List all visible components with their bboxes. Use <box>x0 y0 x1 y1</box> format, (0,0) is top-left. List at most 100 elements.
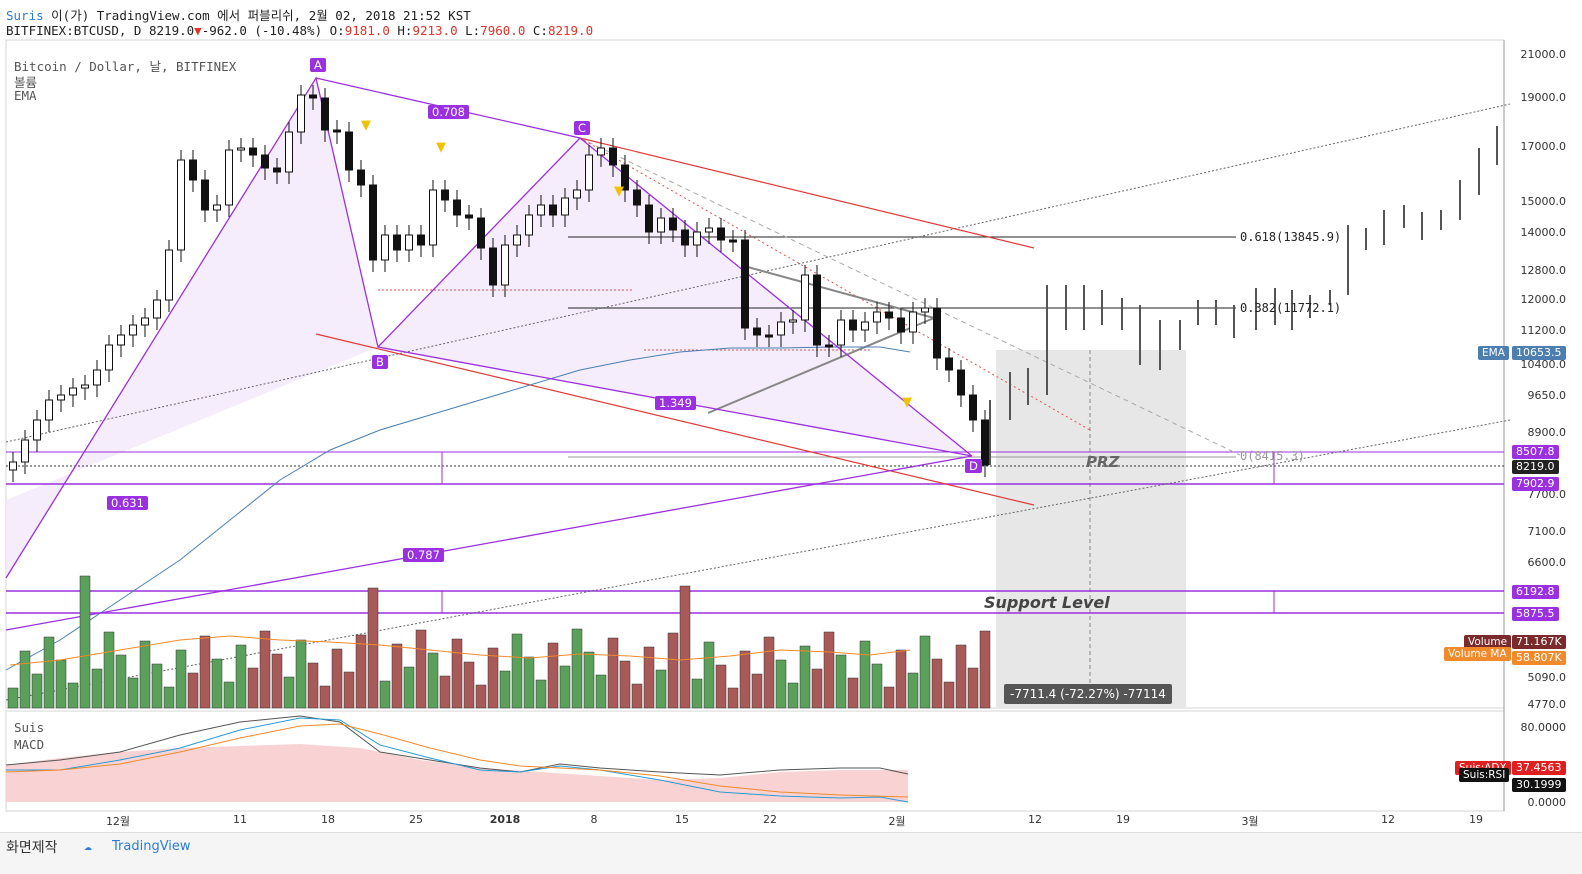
time-tick: 18 <box>321 813 335 826</box>
volume-bar <box>103 631 115 709</box>
long-trend-upper <box>5 103 1511 443</box>
candle-body <box>789 319 797 323</box>
cloud-icon: ☁ <box>84 839 92 854</box>
candle-body <box>885 311 893 319</box>
ema-tag-value: 10653.5 <box>1512 346 1566 360</box>
volume-bar <box>907 672 919 709</box>
candle-body <box>933 307 941 359</box>
volume-bar <box>199 635 211 709</box>
volume-bar <box>883 686 895 709</box>
volume-bar <box>487 647 499 709</box>
candle-body <box>237 147 245 151</box>
candle-body <box>669 217 677 231</box>
ratio-ab-label: 0.708 <box>428 105 469 119</box>
legend-volume[interactable]: 볼륨 <box>14 75 38 90</box>
volume-bar <box>175 649 187 709</box>
candle-body <box>273 167 281 173</box>
candle-body <box>57 394 65 401</box>
volume-bar <box>967 667 979 709</box>
legend-osc2[interactable]: MACD <box>14 737 45 752</box>
price-tick: 7700.0 <box>1527 488 1567 501</box>
volume-group <box>7 575 991 709</box>
candle-body <box>129 324 137 336</box>
osc-axis-80: 80.0000 <box>1520 721 1567 734</box>
author-link[interactable]: Suris <box>6 8 44 23</box>
volume-bar <box>595 674 607 709</box>
volume-tag-label: Volume <box>1464 635 1512 649</box>
volume-bar <box>583 651 595 709</box>
volume-bar <box>943 681 955 709</box>
volume-bar <box>571 628 583 709</box>
time-tick: 19 <box>1116 813 1130 826</box>
candle-body <box>321 97 329 131</box>
volume-bar <box>823 631 835 709</box>
candle-body <box>693 231 701 246</box>
tradingview-brand-link[interactable]: TradingView <box>112 839 191 854</box>
candle-body <box>141 317 149 326</box>
sup-tag-2: 6192.8 <box>1512 585 1559 599</box>
volume-bar <box>319 685 331 709</box>
volume-bar <box>871 663 883 709</box>
candle-body <box>813 274 821 346</box>
signal-arrow-icon: ▼ <box>436 140 446 155</box>
volume-bar <box>511 633 523 709</box>
candle-body <box>753 327 761 336</box>
candle-body <box>801 274 809 321</box>
volume-bar <box>139 640 151 709</box>
candle-body <box>645 204 653 233</box>
down-arrow-icon: ▼ <box>194 23 202 38</box>
time-tick: 12월 <box>105 815 131 828</box>
price-tick: 12000.0 <box>1520 293 1567 306</box>
volume-bar <box>463 661 475 709</box>
volume-bar <box>127 677 139 709</box>
price-chart-canvas[interactable] <box>0 0 1582 832</box>
legend-osc1[interactable]: Suis <box>14 720 45 735</box>
candle-body <box>477 217 485 249</box>
candle-body <box>213 204 221 211</box>
candle-body <box>225 149 233 206</box>
low-value: 7960.0 <box>480 23 526 38</box>
volume-ma-tag-label: Volume MA <box>1444 647 1511 661</box>
volume-bar <box>799 645 811 709</box>
footer-bar: 화면제작 ☁ TradingView <box>0 832 1582 874</box>
volume-bar <box>367 587 379 709</box>
volume-ma-line <box>9 635 911 666</box>
candle-body <box>393 234 401 251</box>
price-tick: 9650.0 <box>1527 389 1567 402</box>
legend-title[interactable]: Bitcoin / Dollar, 날, BITFINEX <box>14 59 237 74</box>
candle-body <box>153 299 161 319</box>
candle-body <box>981 419 989 466</box>
volume-bar <box>535 679 547 709</box>
legend-ema[interactable]: EMA <box>14 88 37 103</box>
ratio-cd-label: 1.349 <box>655 396 696 410</box>
time-tick: 22 <box>763 813 777 826</box>
price-tick: 10400.0 <box>1520 358 1567 371</box>
volume-bar <box>31 673 43 709</box>
candle-body <box>561 197 569 216</box>
candle-body <box>441 189 449 201</box>
price-change: -962.0 (-10.48%) <box>201 23 323 38</box>
volume-bar <box>667 632 679 709</box>
candle-body <box>33 419 41 441</box>
time-tick: 12 <box>1381 813 1395 826</box>
volume-bar <box>79 575 91 709</box>
high-label: H: <box>397 23 413 38</box>
time-tick: 15 <box>675 813 689 826</box>
symbol-label[interactable]: BITFINEX:BTCUSD, D <box>6 23 142 38</box>
point-d-label: D <box>965 459 982 473</box>
volume-bar <box>187 672 199 709</box>
candle-body <box>549 204 557 216</box>
volume-bar <box>835 654 847 709</box>
ema-line <box>5 346 911 671</box>
volume-bar <box>67 682 79 709</box>
volume-bar <box>859 640 871 709</box>
last-price: 8219.0 <box>149 23 195 38</box>
candle-body <box>729 239 737 243</box>
volume-bar <box>727 687 739 709</box>
candle-body <box>333 129 341 133</box>
fib-618-label: 0.618(13845.9) <box>1240 230 1342 244</box>
volume-bar <box>763 636 775 709</box>
candle-body <box>921 307 929 313</box>
time-tick: 2월 <box>888 815 906 828</box>
candle-body <box>285 131 293 173</box>
